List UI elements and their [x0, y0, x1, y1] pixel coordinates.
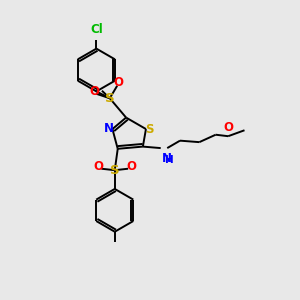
Text: H: H	[165, 154, 174, 165]
Text: Cl: Cl	[90, 23, 103, 36]
Text: O: O	[93, 160, 103, 173]
Text: S: S	[105, 92, 115, 105]
Text: O: O	[113, 76, 123, 89]
Text: N: N	[162, 152, 172, 165]
Text: N: N	[103, 122, 114, 135]
Text: O: O	[89, 85, 99, 98]
Text: O: O	[224, 121, 234, 134]
Text: S: S	[110, 164, 120, 177]
Text: S: S	[146, 122, 154, 136]
Text: O: O	[126, 160, 136, 173]
